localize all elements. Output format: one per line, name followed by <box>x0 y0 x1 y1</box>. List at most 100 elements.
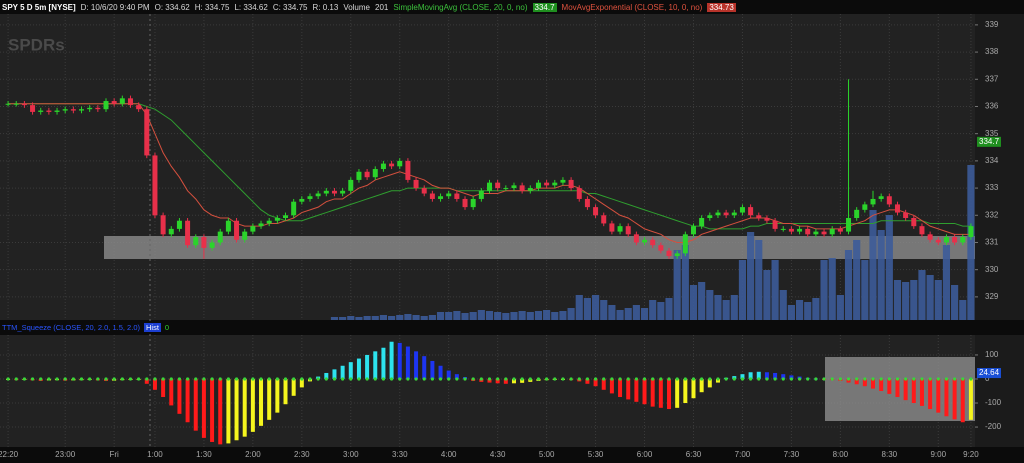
histogram-bar <box>634 378 639 402</box>
y-tick-label: 329 <box>985 292 999 301</box>
candle-body <box>666 250 672 257</box>
candle-body <box>127 98 133 106</box>
candle-body <box>315 193 321 197</box>
candle-body <box>731 212 737 216</box>
squeeze-dot <box>398 377 402 381</box>
candle-body <box>527 188 533 191</box>
x-tick-label: 1:00 <box>147 450 163 459</box>
squeeze-dot <box>781 377 785 381</box>
candle-body <box>119 98 125 104</box>
squeeze-dot <box>300 377 304 381</box>
candle-body <box>756 215 762 218</box>
volume-bar <box>877 230 885 320</box>
volume-bar <box>591 295 600 320</box>
sma-badge: 334.7 <box>979 137 1000 146</box>
candle-body <box>340 190 346 194</box>
histogram-bar <box>283 378 288 405</box>
squeeze-dot <box>487 377 492 381</box>
histogram-bar <box>291 378 296 396</box>
candle-body <box>919 226 925 235</box>
histogram-bar <box>348 362 353 379</box>
volume-bar <box>657 302 665 320</box>
volume-bar <box>722 300 730 320</box>
histogram-bar <box>234 378 239 441</box>
volume-bar <box>339 317 347 320</box>
volume-bar <box>747 232 755 320</box>
squeeze-dot <box>283 377 288 381</box>
candle-body <box>478 190 484 199</box>
squeeze-dot <box>463 377 467 381</box>
squeeze-dot <box>585 377 590 381</box>
candle-body <box>878 196 884 199</box>
candle-body <box>788 228 794 232</box>
histogram-bar <box>446 370 451 379</box>
price-pane <box>0 14 975 320</box>
candle-body <box>846 218 852 232</box>
candle-body <box>21 103 27 106</box>
squeeze-dot <box>389 377 394 381</box>
candle-body <box>952 237 958 243</box>
candle-body <box>250 226 256 232</box>
squeeze-dot <box>341 377 345 381</box>
y-tick-label: 330 <box>985 265 999 274</box>
candle-body <box>242 231 248 240</box>
squeeze-dot <box>112 377 116 381</box>
candle-body <box>331 190 337 194</box>
candle-body <box>813 231 819 235</box>
squeeze-dot <box>308 377 312 381</box>
histogram-bar <box>862 378 867 387</box>
candle-body <box>617 226 623 232</box>
candle-body <box>544 182 550 186</box>
histogram-bar <box>968 378 973 420</box>
volume-bar <box>926 275 934 320</box>
volume-bar <box>804 302 812 320</box>
volume-bar <box>453 311 461 320</box>
volume-bar <box>379 315 388 320</box>
squeeze-dot <box>863 377 867 381</box>
squeeze-dot <box>797 377 802 381</box>
candle-body <box>258 223 264 227</box>
squeeze-dot <box>520 377 524 381</box>
candle-body <box>625 226 631 235</box>
squeeze-dot <box>659 377 663 381</box>
candle-body <box>372 169 378 178</box>
candle-body <box>715 212 721 216</box>
candle-body <box>935 239 941 243</box>
histogram-bar <box>764 372 769 379</box>
volume-bar <box>347 316 355 320</box>
squeeze-dot <box>349 377 353 381</box>
histogram-bar <box>740 374 745 379</box>
histogram-bar <box>846 378 851 383</box>
volume-bar <box>869 210 877 320</box>
candle-body <box>364 171 370 178</box>
x-tick-label: 4:30 <box>490 450 506 459</box>
bar-date: D: 10/6/20 9:40 PM <box>80 2 150 12</box>
histogram-bar <box>373 351 378 379</box>
squeeze-dot <box>479 377 483 381</box>
squeeze-dot <box>634 377 638 381</box>
y-tick-label: 333 <box>985 183 999 192</box>
candle-body <box>446 193 452 197</box>
bar-low: L: 334.62 <box>234 2 268 12</box>
histogram-bar <box>193 378 198 431</box>
candle-body <box>470 198 476 208</box>
volume-bar <box>755 240 763 320</box>
indicator-zone <box>825 357 975 421</box>
candle-body <box>79 109 85 111</box>
candle-body <box>462 198 468 208</box>
squeeze-dot <box>749 377 753 381</box>
candle-body <box>535 182 541 189</box>
candle-body <box>413 179 419 189</box>
histogram-bar <box>756 371 761 379</box>
squeeze-dot <box>887 377 891 381</box>
hist-label: Hist <box>144 323 161 332</box>
candle-body <box>772 220 778 229</box>
histogram-bar <box>667 378 672 410</box>
histogram-bar <box>871 378 876 389</box>
volume-bar <box>608 305 616 320</box>
y-tick-label: -200 <box>985 422 1002 431</box>
squeeze-dot <box>447 377 451 381</box>
volume-bar <box>355 317 363 320</box>
histogram-bar <box>169 378 174 406</box>
squeeze-dot <box>708 377 712 381</box>
